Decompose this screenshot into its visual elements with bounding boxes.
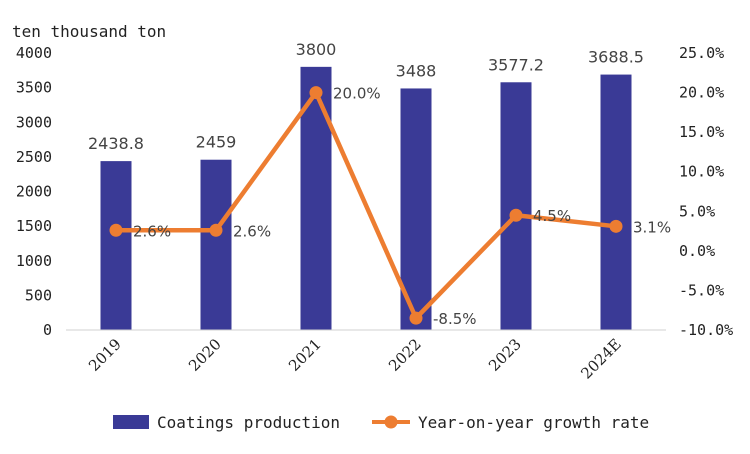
bar-data-label: 3800 xyxy=(296,40,337,59)
growth-line xyxy=(116,90,617,321)
legend-line-label: Year-on-year growth rate xyxy=(418,413,649,432)
legend-bar-swatch xyxy=(113,415,149,429)
line-marker xyxy=(309,86,323,100)
right-tick-label: 15.0% xyxy=(679,123,724,141)
line-marker xyxy=(209,223,223,237)
y-axis-unit-label: ten thousand ton xyxy=(12,22,166,41)
bar-data-label: 3688.5 xyxy=(588,48,644,67)
left-tick-label: 500 xyxy=(25,286,52,304)
bar xyxy=(100,161,132,330)
line-marker xyxy=(409,311,423,325)
x-tick-label: 2019 xyxy=(85,335,125,375)
line-data-label: -8.5% xyxy=(433,310,477,328)
right-tick-label: 20.0% xyxy=(679,84,724,102)
right-axis-ticks: -10.0% -5.0% 0.0% 5.0% 10.0% 15.0% 20.0% 25.0% xyxy=(679,44,733,339)
right-tick-label: -10.0% xyxy=(679,321,733,339)
left-tick-label: 2500 xyxy=(16,148,52,166)
line-data-label: 2.6% xyxy=(133,222,171,240)
line-marker xyxy=(109,223,123,237)
line-data-label: 20.0% xyxy=(333,85,381,103)
legend-line-marker xyxy=(384,415,398,429)
line-data-labels: 2.6% 2.6% 20.0% -8.5% 4.5% 3.1% xyxy=(133,85,671,329)
bar-data-labels: 2438.8 2459 3800 3488 3577.2 3688.5 xyxy=(88,40,644,153)
line-data-label: 3.1% xyxy=(633,218,671,236)
left-tick-label: 3000 xyxy=(16,113,52,131)
bar-data-label: 3488 xyxy=(396,61,437,80)
right-tick-label: 10.0% xyxy=(679,163,724,181)
left-tick-label: 3500 xyxy=(16,79,52,97)
left-tick-label: 1000 xyxy=(16,252,52,270)
left-tick-label: 0 xyxy=(43,321,52,339)
x-tick-label: 2021 xyxy=(285,335,325,375)
x-tick-label: 2022 xyxy=(385,335,425,375)
right-tick-label: 0.0% xyxy=(679,242,715,260)
line-marker xyxy=(509,208,523,222)
bar-data-label: 2459 xyxy=(196,133,237,152)
left-axis-ticks: 0 500 1000 1500 2000 2500 3000 3500 4000 xyxy=(16,44,52,339)
x-tick-label: 2020 xyxy=(185,335,225,375)
line-data-label: 4.5% xyxy=(533,207,571,225)
x-axis-ticks: 2019 2020 2021 2022 2023 2024E xyxy=(85,335,625,382)
bar xyxy=(600,74,632,330)
bar-data-label: 3577.2 xyxy=(488,55,544,74)
line-data-label: 2.6% xyxy=(233,222,271,240)
right-tick-label: 25.0% xyxy=(679,44,724,62)
line-marker xyxy=(609,219,623,233)
x-tick-label: 2024E xyxy=(577,335,624,382)
bar-data-label: 2438.8 xyxy=(88,134,144,153)
right-tick-label: 5.0% xyxy=(679,202,715,220)
x-tick-label: 2023 xyxy=(485,335,525,375)
left-tick-label: 2000 xyxy=(16,183,52,201)
bar-series xyxy=(100,66,632,331)
left-tick-label: 4000 xyxy=(16,44,52,62)
right-tick-label: -5.0% xyxy=(679,281,724,299)
left-tick-label: 1500 xyxy=(16,217,52,235)
bar xyxy=(500,82,532,330)
legend: Coatings production Year-on-year growth … xyxy=(113,413,649,432)
bar xyxy=(200,159,232,330)
legend-bar-label: Coatings production xyxy=(157,413,340,432)
line-series xyxy=(109,86,623,325)
